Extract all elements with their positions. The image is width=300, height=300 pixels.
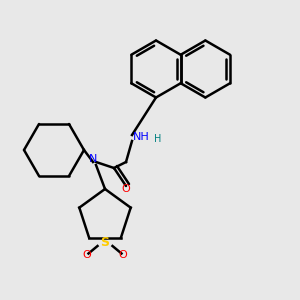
Text: S: S [100, 236, 109, 250]
Text: O: O [118, 250, 127, 260]
Text: O: O [122, 184, 130, 194]
Text: NH: NH [133, 131, 149, 142]
Text: H: H [154, 134, 161, 145]
Text: N: N [89, 154, 97, 164]
Text: O: O [82, 250, 91, 260]
